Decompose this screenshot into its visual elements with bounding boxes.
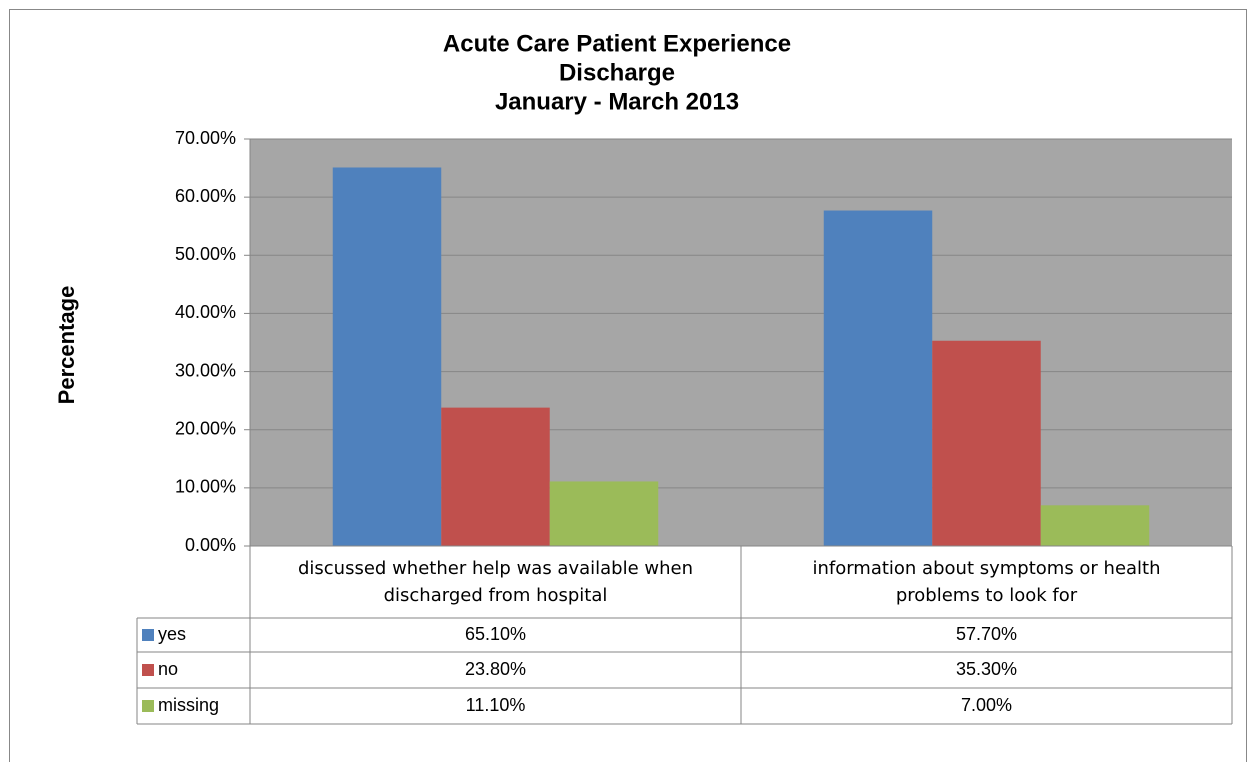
y-tick-label: 60.00%: [175, 186, 236, 206]
y-tick-label: 50.00%: [175, 244, 236, 264]
y-tick-label: 0.00%: [185, 535, 236, 555]
bar: [932, 340, 1041, 546]
y-tick-label: 30.00%: [175, 360, 236, 380]
table-value: 65.10%: [465, 624, 526, 644]
table-value: 7.00%: [961, 695, 1012, 715]
legend-swatch: [142, 664, 154, 676]
table-value: 23.80%: [465, 659, 526, 679]
y-tick-label: 20.00%: [175, 418, 236, 438]
y-tick-label: 70.00%: [175, 128, 236, 148]
x-tick-label: information about symptoms or health pro…: [812, 558, 1161, 606]
x-tick-label: discussed whether help was available whe…: [297, 558, 693, 606]
x-tick-cell: information about symptoms or health pro…: [812, 558, 1161, 606]
bar: [441, 407, 550, 546]
legend-label: missing: [158, 695, 219, 715]
legend-label: yes: [158, 624, 186, 644]
table-value: 35.30%: [956, 659, 1017, 679]
bar: [549, 481, 659, 546]
y-tick-label: 10.00%: [175, 477, 236, 497]
chart-title: January - March 2013: [495, 88, 739, 115]
legend-swatch: [142, 629, 154, 641]
y-axis-label: Percentage: [54, 286, 79, 405]
bar: [332, 167, 442, 547]
bar: [823, 210, 933, 546]
chart-frame: [9, 9, 1247, 762]
bar: [1040, 505, 1150, 546]
chart-title: Discharge: [559, 59, 675, 86]
y-tick-label: 40.00%: [175, 302, 236, 322]
legend-swatch: [142, 700, 154, 712]
legend-label: no: [158, 659, 178, 679]
chart-title: Acute Care Patient Experience: [443, 30, 791, 57]
table-value: 11.10%: [466, 695, 526, 715]
table-value: 57.70%: [956, 624, 1017, 644]
x-tick-cell: discussed whether help was available whe…: [297, 558, 693, 606]
